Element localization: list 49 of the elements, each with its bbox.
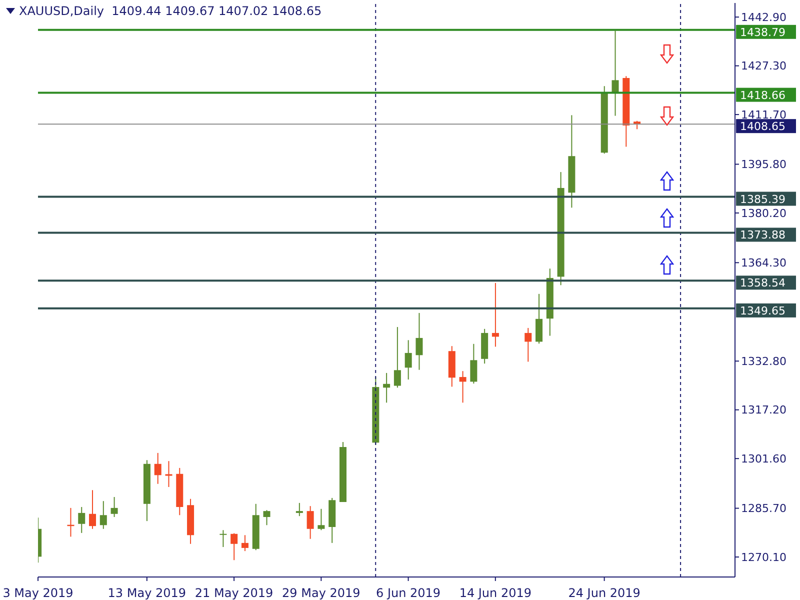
y-tick-label: 1442.90	[741, 10, 786, 24]
y-tick-label: 1270.10	[741, 550, 786, 564]
x-tick-label: 14 Jun 2019	[459, 586, 532, 600]
x-tick-label: 13 May 2019	[108, 586, 186, 600]
candlestick	[306, 506, 314, 540]
x-tick-label: 24 Jun 2019	[568, 586, 640, 600]
candlestick	[536, 293, 543, 344]
candlestick	[318, 508, 325, 531]
candlestick	[459, 370, 466, 404]
candlestick	[241, 534, 248, 552]
candlestick	[220, 530, 227, 548]
x-tick-label: 6 Jun 2019	[376, 586, 441, 600]
candlestick	[404, 340, 412, 380]
candlestick	[100, 500, 107, 530]
y-tick-label: 1285.70	[741, 502, 786, 516]
y-tick-label: 1301.60	[741, 452, 786, 466]
candlestick	[383, 372, 390, 404]
candlestick	[89, 490, 96, 530]
chart-title: XAUUSD,Daily 1409.44 1409.67 1407.02 1408.65	[19, 4, 322, 18]
x-tick-label: 21 May 2019	[194, 586, 274, 600]
candlestick	[492, 282, 499, 348]
y-tick-label: 1380.20	[741, 206, 786, 220]
ref-line-label: 1408.65	[740, 120, 786, 134]
x-tick-label: 3 May 2019	[2, 586, 74, 600]
candlestick	[612, 30, 619, 116]
y-tick-label: 1317.20	[741, 404, 786, 417]
y-tick-label: 1427.30	[741, 60, 786, 73]
candlestick	[165, 460, 172, 488]
candlestick	[296, 502, 303, 517]
x-tick-label: 29 May 2019	[282, 586, 360, 600]
ref-line-label: 1373.88	[740, 228, 786, 242]
y-tick-label: 1332.80	[741, 354, 786, 368]
ref-line-label: 1349.65	[740, 304, 786, 318]
candlestick	[263, 510, 270, 526]
candlestick	[524, 327, 532, 362]
ref-line-label: 1385.39	[740, 192, 786, 206]
candlestick	[470, 343, 478, 384]
candlestick	[230, 532, 238, 561]
candlestick	[154, 452, 162, 484]
ref-line-label: 1438.79	[740, 26, 786, 39]
ref-line-label: 1358.54	[740, 276, 786, 290]
candlestick	[78, 506, 86, 534]
ref-line-label: 1418.66	[740, 88, 786, 102]
candlestick	[110, 496, 118, 518]
candlestick	[394, 326, 401, 388]
candlestick	[416, 312, 423, 370]
y-tick-label: 1364.30	[741, 256, 786, 270]
y-tick-label: 1411.70	[741, 108, 786, 122]
y-tick-label: 1395.80	[741, 158, 786, 172]
